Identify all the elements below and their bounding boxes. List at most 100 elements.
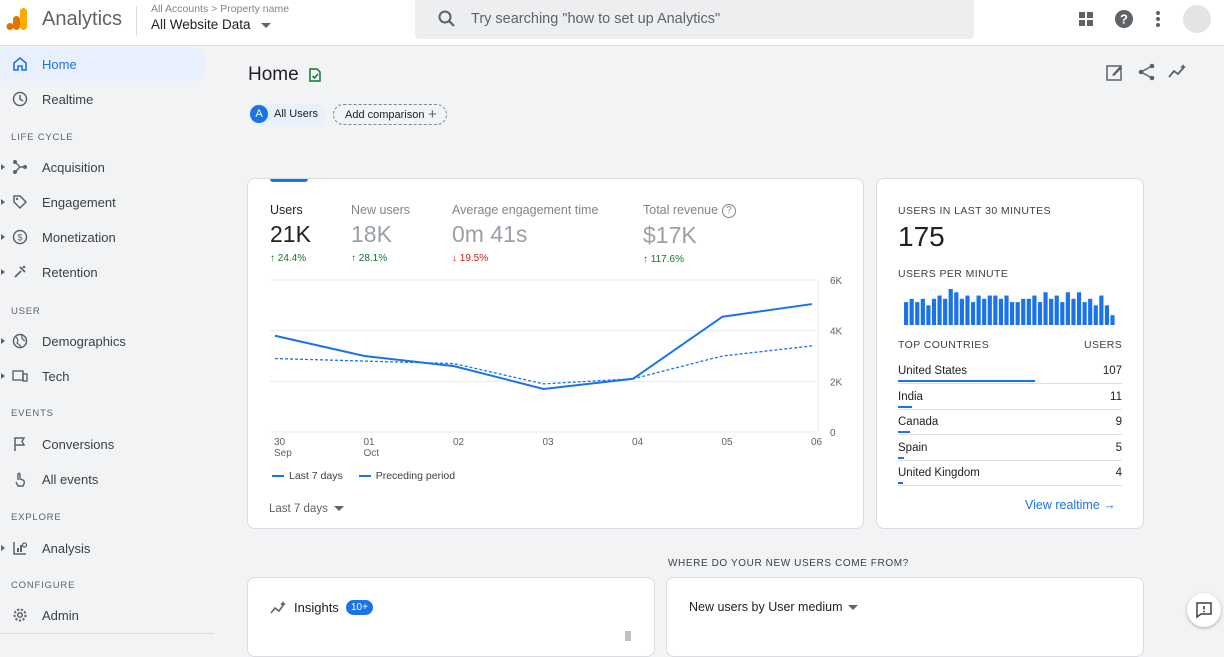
help-icon[interactable]: ? <box>722 203 737 218</box>
per-minute-bar <box>904 302 909 325</box>
more-vert-icon[interactable] <box>1147 8 1169 30</box>
sidebar-item-conversions[interactable]: Conversions <box>0 427 206 461</box>
plus-icon: + <box>428 106 437 123</box>
scrollbar-thumb[interactable] <box>625 631 631 641</box>
country-users: 5 <box>1115 441 1122 454</box>
chevron-down-icon <box>260 22 271 28</box>
analytics-logo-icon[interactable] <box>6 6 30 32</box>
apps-icon[interactable] <box>1075 8 1097 30</box>
sidebar-item-admin[interactable]: Admin <box>0 598 206 632</box>
users-per-minute-title: USERS PER MINUTE <box>898 268 1009 280</box>
sidebar-item-label: Demographics <box>42 334 126 349</box>
country-name: India <box>898 390 923 403</box>
verified-check-icon <box>309 68 321 82</box>
metric-users[interactable]: Users 21K ↑ 24.4% <box>270 203 311 264</box>
sidebar-item-engagement[interactable]: Engagement <box>0 185 206 219</box>
globe-icon <box>12 333 28 349</box>
realtime-users-value: 175 <box>898 221 945 252</box>
sidebar-item-label: Tech <box>42 369 70 384</box>
section-title-explore: EXPLORE <box>11 512 62 523</box>
sidebar-item-all-events[interactable]: All events <box>0 462 206 496</box>
customize-report-icon[interactable] <box>1105 62 1125 82</box>
devices-icon <box>12 370 28 382</box>
per-minute-bar <box>1082 302 1087 325</box>
per-minute-bar <box>1054 295 1059 325</box>
country-share-bar <box>898 380 1035 382</box>
per-minute-bar <box>920 298 925 325</box>
gear-icon <box>13 608 27 622</box>
sidebar-item-retention[interactable]: Retention <box>0 255 206 289</box>
sidebar-item-realtime[interactable]: Realtime <box>0 82 206 116</box>
metric-engagement-time[interactable]: Average engagement time 0m 41s ↓ 19.5% <box>452 203 598 264</box>
breadcrumb: All Accounts > Property name <box>151 3 289 15</box>
avatar[interactable] <box>1183 5 1211 33</box>
x-tick-sublabel: Oct <box>364 448 380 459</box>
metric-label: Average engagement time <box>452 203 599 217</box>
users-header: USERS <box>1084 339 1123 351</box>
metric-total-revenue[interactable]: Total revenue? $17K ↑ 117.6% <box>643 203 737 265</box>
property-selector[interactable]: All Website Data <box>151 17 271 32</box>
sidebar-item-demographics[interactable]: Demographics <box>0 324 206 358</box>
breadcrumb-accounts[interactable]: All Accounts <box>151 3 209 15</box>
view-realtime-link[interactable]: View realtime → <box>1025 498 1116 512</box>
country-name: United States <box>898 365 968 377</box>
section-title-events: EVENTS <box>11 408 54 419</box>
legend-label: Last 7 days <box>289 470 343 482</box>
expand-icon <box>1 338 5 344</box>
sidebar-item-label: Analysis <box>42 541 91 556</box>
per-minute-bar <box>1015 302 1020 325</box>
per-minute-bar <box>970 302 976 325</box>
new-users-dropdown[interactable]: New users by User medium <box>689 600 858 614</box>
metric-new-users[interactable]: New users 18K ↑ 28.1% <box>351 203 410 264</box>
arrow-up-icon: ↑ <box>643 253 648 265</box>
country-row[interactable]: Spain 5 <box>898 435 1122 461</box>
flag-icon <box>14 437 26 451</box>
x-tick-sublabel: Sep <box>274 448 292 459</box>
per-minute-bar <box>998 298 1004 325</box>
country-row[interactable]: Canada 9 <box>898 409 1122 435</box>
date-range-label: Last 7 days <box>269 503 328 515</box>
per-minute-bar <box>1065 292 1070 325</box>
country-users: 4 <box>1115 467 1122 479</box>
date-range-selector[interactable]: Last 7 days <box>269 503 344 515</box>
per-minute-bar <box>943 298 948 325</box>
acquisition-icon <box>13 160 27 174</box>
sidebar-item-acquisition[interactable]: Acquisition <box>0 150 206 184</box>
add-comparison-button[interactable]: Add comparison + <box>333 104 447 125</box>
per-minute-bar <box>1026 298 1031 325</box>
insights-icon[interactable] <box>1168 62 1188 82</box>
x-tick-label: 04 <box>632 437 644 448</box>
per-minute-bar <box>1071 298 1076 325</box>
help-icon[interactable]: ? <box>1113 8 1135 30</box>
country-row[interactable]: United Kingdom 4 <box>898 460 1122 486</box>
overview-card: Users 21K ↑ 24.4% New users 18K ↑ 28.1% … <box>247 178 864 529</box>
per-minute-bar <box>937 295 942 325</box>
expand-icon <box>1 269 5 275</box>
search-bar[interactable]: Try searching "how to set up Analytics" <box>415 0 974 39</box>
per-minute-bar <box>954 292 959 325</box>
sidebar-item-home[interactable]: Home <box>0 47 206 81</box>
country-users: 107 <box>1102 365 1122 377</box>
insights-card: Insights 10+ <box>247 577 655 657</box>
per-minute-bar <box>909 298 914 325</box>
sidebar-item-tech[interactable]: Tech <box>0 359 206 393</box>
per-minute-bar <box>959 298 964 325</box>
per-minute-bar <box>1037 302 1043 325</box>
sidebar-item-monetization[interactable]: $ Monetization <box>0 220 206 254</box>
realtime-title: USERS IN LAST 30 MINUTES <box>898 205 1051 217</box>
per-minute-bar <box>931 298 937 325</box>
per-minute-bar <box>1093 305 1098 325</box>
users-per-minute-bars <box>904 289 1115 325</box>
share-icon[interactable] <box>1137 62 1157 82</box>
svg-text:?: ? <box>1120 12 1128 27</box>
country-row[interactable]: United States 107 <box>898 358 1122 384</box>
all-users-chip[interactable]: A All Users <box>249 104 326 125</box>
per-minute-bar <box>1032 295 1037 325</box>
country-name: Canada <box>898 416 939 428</box>
sidebar-item-analysis[interactable]: Analysis <box>0 531 206 565</box>
feedback-button[interactable] <box>1187 593 1221 627</box>
breadcrumb-property[interactable]: Property name <box>220 3 290 15</box>
home-icon <box>13 56 27 71</box>
segment-badge: A <box>250 105 268 123</box>
country-row[interactable]: India 11 <box>898 384 1122 410</box>
